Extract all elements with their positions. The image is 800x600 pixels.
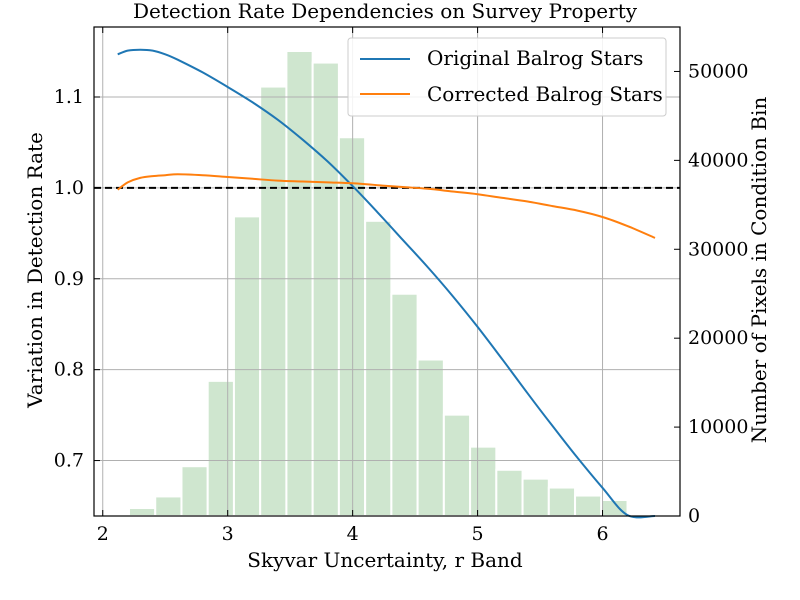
legend-box <box>347 37 667 117</box>
histogram-bar <box>232 215 262 517</box>
histogram-bar <box>416 358 445 517</box>
y-tick-label: 0.7 <box>54 450 84 472</box>
y-tick-label: 1.1 <box>54 86 84 108</box>
x-tick-label: 5 <box>472 523 484 545</box>
x-tick-label: 3 <box>222 523 234 545</box>
histogram-bar <box>364 219 393 518</box>
histogram-bar <box>469 445 498 517</box>
y-tick-label: 0.8 <box>54 359 84 381</box>
y2-tick-label: 0 <box>688 505 700 527</box>
grid-lines <box>94 27 680 516</box>
x-tick-label: 2 <box>97 523 109 545</box>
legend-label-corrected: Corrected Balrog Stars <box>427 82 663 106</box>
y2-tick-label: 40000 <box>688 149 748 171</box>
y-tick-label: 0.9 <box>54 268 84 290</box>
histogram-bar <box>442 413 472 518</box>
y2-tick-label: 10000 <box>688 416 748 438</box>
series-lines <box>94 48 680 519</box>
axis-ticks: 2 3 4 5 6 0.7 0.8 0.9 1.0 1.1 0 10000 20000 30000 4000… <box>54 27 748 545</box>
chart-title: Detection Rate Dependencies on Survey Pr… <box>133 0 638 23</box>
series-line-corrected <box>117 173 656 239</box>
y2-tick-label: 50000 <box>688 60 748 82</box>
y2-axis-label: Number of Pixels in Condition Bin <box>747 97 771 444</box>
histogram-bar <box>206 379 235 517</box>
series-line-original <box>117 48 656 519</box>
histogram-bar <box>547 486 577 518</box>
histogram-bar <box>127 506 157 517</box>
histogram-bar <box>154 495 183 518</box>
histogram-bars <box>127 50 629 518</box>
histogram-bar <box>311 61 340 518</box>
x-tick-label: 6 <box>596 523 608 545</box>
histogram-bar <box>495 468 524 517</box>
legend-label-original: Original Balrog Stars <box>427 46 643 70</box>
y-tick-label: 1.0 <box>54 177 84 199</box>
y-axis-label: Variation in Detection Rate <box>23 132 47 409</box>
x-axis-label: Skyvar Uncertainty, r Band <box>247 548 523 572</box>
y2-tick-label: 30000 <box>688 238 748 260</box>
histogram-bar <box>574 494 603 517</box>
histogram-bar <box>180 465 209 517</box>
y2-tick-label: 20000 <box>688 327 748 349</box>
x-tick-label: 4 <box>347 523 359 545</box>
histogram-bar <box>285 50 314 517</box>
histogram-bar <box>259 85 288 517</box>
histogram-bar <box>390 292 419 517</box>
legend: Original Balrog Stars Corrected Balrog S… <box>347 37 667 117</box>
histogram-bar <box>521 477 550 517</box>
plot-frame <box>93 26 681 517</box>
